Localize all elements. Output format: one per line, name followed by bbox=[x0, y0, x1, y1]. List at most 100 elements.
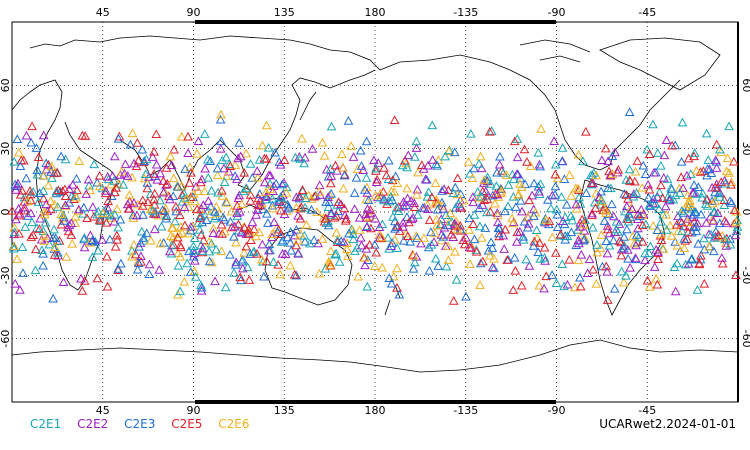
station-marker bbox=[329, 212, 340, 222]
station-marker bbox=[172, 232, 183, 242]
station-marker bbox=[158, 187, 169, 197]
station-marker bbox=[241, 241, 252, 251]
station-marker bbox=[171, 201, 181, 211]
station-marker bbox=[730, 230, 741, 240]
station-marker bbox=[32, 165, 43, 174]
station-marker bbox=[193, 217, 204, 227]
station-marker bbox=[206, 238, 217, 248]
station-marker bbox=[139, 156, 150, 166]
station-marker bbox=[198, 235, 209, 245]
station-marker bbox=[603, 224, 613, 234]
station-marker bbox=[482, 194, 493, 204]
station-marker bbox=[73, 204, 84, 214]
station-marker bbox=[659, 150, 670, 160]
station-marker bbox=[295, 213, 306, 223]
station-marker bbox=[520, 179, 530, 189]
station-marker bbox=[229, 231, 239, 241]
station-marker bbox=[349, 188, 360, 197]
station-marker bbox=[324, 257, 335, 267]
station-marker bbox=[80, 131, 91, 140]
station-marker bbox=[496, 186, 507, 196]
station-marker bbox=[685, 195, 695, 205]
station-marker bbox=[390, 234, 400, 244]
station-marker bbox=[205, 201, 216, 211]
station-marker bbox=[575, 221, 586, 231]
station-marker bbox=[295, 154, 305, 163]
station-marker bbox=[726, 198, 737, 207]
station-marker bbox=[575, 272, 585, 282]
station-marker bbox=[474, 203, 485, 212]
station-marker bbox=[621, 189, 632, 199]
station-marker bbox=[492, 167, 502, 177]
station-marker bbox=[252, 166, 263, 175]
station-marker bbox=[155, 238, 166, 248]
station-marker bbox=[389, 187, 400, 196]
station-marker bbox=[264, 245, 274, 255]
station-marker bbox=[631, 230, 642, 239]
station-marker bbox=[409, 202, 420, 212]
station-marker bbox=[144, 269, 155, 278]
station-marker bbox=[531, 225, 542, 235]
station-marker bbox=[15, 161, 26, 170]
lon-tick-label-bottom: -135 bbox=[453, 404, 478, 417]
station-marker bbox=[525, 161, 536, 170]
station-marker bbox=[437, 186, 447, 195]
station-marker bbox=[397, 160, 408, 170]
station-marker bbox=[432, 220, 442, 230]
station-marker bbox=[393, 202, 404, 211]
station-marker bbox=[611, 224, 622, 234]
station-marker bbox=[423, 187, 434, 196]
station-marker bbox=[372, 174, 382, 184]
station-marker bbox=[87, 202, 98, 211]
station-marker bbox=[699, 233, 709, 243]
station-marker bbox=[139, 173, 150, 183]
station-marker bbox=[430, 253, 441, 263]
station-marker bbox=[43, 180, 54, 190]
station-marker bbox=[300, 193, 311, 202]
station-marker bbox=[92, 273, 103, 283]
station-marker bbox=[624, 164, 635, 174]
station-marker bbox=[244, 229, 254, 238]
lat-tick-label-left: 60 bbox=[0, 78, 12, 92]
station-marker bbox=[391, 203, 402, 212]
station-marker bbox=[547, 190, 558, 200]
station-marker bbox=[177, 227, 187, 237]
station-marker bbox=[557, 259, 568, 268]
station-marker bbox=[297, 185, 308, 194]
station-marker bbox=[726, 177, 737, 187]
station-marker bbox=[684, 221, 695, 231]
station-marker bbox=[602, 266, 612, 276]
station-marker bbox=[162, 178, 173, 188]
station-marker bbox=[343, 115, 354, 125]
station-marker bbox=[503, 201, 513, 211]
station-marker bbox=[479, 175, 490, 184]
station-marker bbox=[541, 214, 552, 224]
station-marker bbox=[676, 156, 687, 166]
station-marker bbox=[555, 229, 566, 239]
station-marker bbox=[465, 168, 475, 178]
station-marker bbox=[574, 192, 584, 202]
station-marker bbox=[586, 179, 597, 189]
station-marker bbox=[144, 259, 155, 269]
station-marker bbox=[217, 229, 228, 238]
station-marker bbox=[637, 236, 648, 246]
station-marker bbox=[9, 243, 19, 253]
station-marker bbox=[707, 198, 718, 208]
station-marker bbox=[166, 231, 176, 240]
station-marker bbox=[534, 186, 544, 196]
station-marker bbox=[591, 170, 602, 180]
station-marker bbox=[339, 170, 350, 180]
station-marker bbox=[573, 235, 584, 245]
station-marker bbox=[32, 169, 43, 179]
station-marker bbox=[360, 260, 370, 270]
station-marker bbox=[128, 213, 139, 222]
station-marker bbox=[168, 191, 179, 201]
station-marker bbox=[230, 160, 241, 169]
station-marker bbox=[602, 220, 613, 230]
station-marker bbox=[613, 164, 624, 174]
station-marker bbox=[654, 187, 665, 197]
station-marker bbox=[20, 222, 31, 231]
station-marker bbox=[408, 212, 418, 222]
station-marker bbox=[443, 255, 454, 264]
station-marker bbox=[113, 133, 124, 143]
